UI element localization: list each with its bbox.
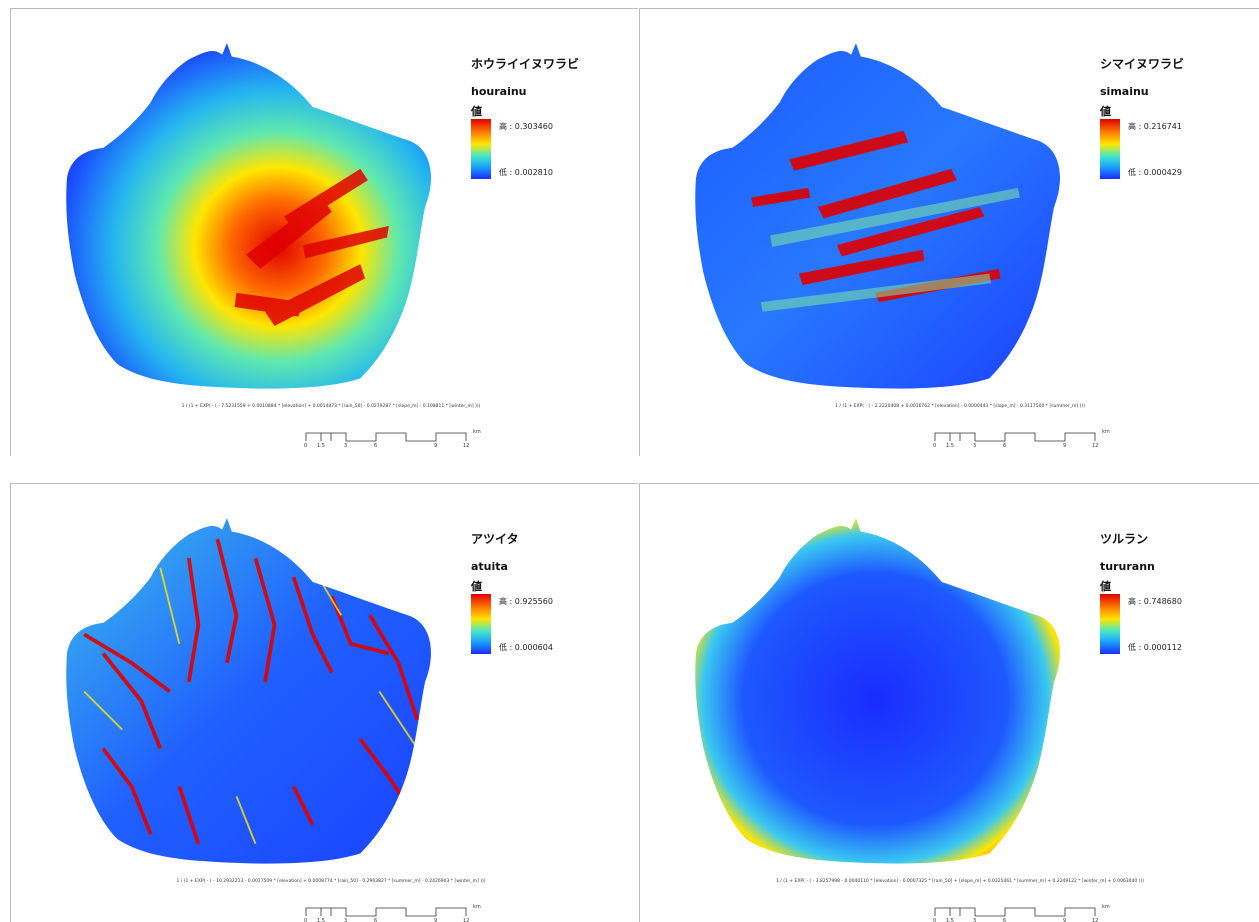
scale-tick: 0 [304,443,308,449]
layer-name: tururann [1100,560,1155,573]
value-label: 値 [1100,580,1111,593]
scale-tick: 12 [463,918,470,922]
layer-name: hourainu [471,85,527,98]
scale-tick: 6 [374,918,378,922]
scale-tick: 0 [933,443,937,449]
scale-tick: 6 [1003,443,1007,449]
scale-tick: 9 [1063,443,1067,449]
scale-tick: 3 [973,918,977,922]
value-label: 値 [471,580,482,593]
legend-high: 高 : 0.925560 [499,597,553,606]
value-label: 値 [471,105,482,118]
scale-bar: 0 1.5 3 6 9 12 km [301,427,501,453]
scale-tick: 3 [344,443,348,449]
species-title: ツルラン [1100,532,1149,546]
scale-tick: 6 [374,443,378,449]
species-title: ホウライイヌワラビ [471,57,580,71]
scale-tick: 12 [1092,918,1099,922]
scale-unit: km [1102,429,1110,435]
model-equation: 1 / (1 + EXP( - ( - 7.5231559 + 0.001088… [181,404,481,409]
scale-bar: 0 1.5 3 6 9 12 km [301,902,501,922]
scale-tick: 3 [973,443,977,449]
map-panel-hourainu: ホウライイヌワラビ hourainu 値 高 : 0.303460 低 : 0.… [10,8,638,456]
scale-tick: 3 [344,918,348,922]
model-equation: 1 / (1 + EXP( - ( - 2.2220408 + 0.001676… [835,404,1085,409]
value-label: 値 [1100,105,1111,118]
scale-bar: 0 1.5 3 6 9 12 km [930,902,1130,922]
layer-name: atuita [471,560,508,573]
model-equation: 1 / (1 + EXP( - ( - 10.2932213 - 0.00175… [176,879,486,884]
scale-tick: 9 [434,443,438,449]
legend-color-ramp [1100,594,1120,654]
scale-bar: 0 1.5 3 6 9 12 km [930,427,1130,453]
scale-unit: km [473,429,481,435]
species-title: アツイタ [471,532,519,546]
distribution-map [695,43,1060,389]
legend-high: 高 : 0.303460 [499,122,553,131]
scale-tick: 6 [1003,918,1007,922]
distribution-map [66,518,431,864]
legend-low: 低 : 0.000112 [1128,643,1182,652]
legend-low: 低 : 0.000604 [499,643,553,652]
species-title: シマイヌワラビ [1100,57,1185,71]
scale-tick: 12 [463,443,470,449]
scale-unit: km [1102,904,1110,910]
scale-tick: 0 [304,918,308,922]
scale-tick: 9 [434,918,438,922]
layer-name: simainu [1100,85,1149,98]
scale-tick: 9 [1063,918,1067,922]
legend-high: 高 : 0.216741 [1128,122,1182,131]
model-equation: 1 / (1 + EXP( - ( - 3.8257998 - 0.004011… [776,879,1144,884]
scale-tick: 1.5 [946,443,954,449]
legend-color-ramp [471,119,491,179]
map-panel-atuita: アツイタ atuita 値 高 : 0.925560 低 : 0.000604 … [10,483,638,922]
distribution-map [66,43,431,389]
scale-tick: 12 [1092,443,1099,449]
scale-tick: 1.5 [317,918,325,922]
legend-low: 低 : 0.002810 [499,168,553,177]
legend-color-ramp [1100,119,1120,179]
scale-tick: 1.5 [946,918,954,922]
legend-color-ramp [471,594,491,654]
scale-tick: 0 [933,918,937,922]
legend-high: 高 : 0.748680 [1128,597,1182,606]
scale-tick: 1.5 [317,443,325,449]
distribution-map [695,518,1060,864]
map-panel-simainu: シマイヌワラビ simainu 値 高 : 0.216741 低 : 0.000… [639,8,1259,456]
map-panel-tururann: ツルラン tururann 値 高 : 0.748680 低 : 0.00011… [639,483,1259,922]
scale-unit: km [473,904,481,910]
legend-low: 低 : 0.000429 [1128,168,1182,177]
